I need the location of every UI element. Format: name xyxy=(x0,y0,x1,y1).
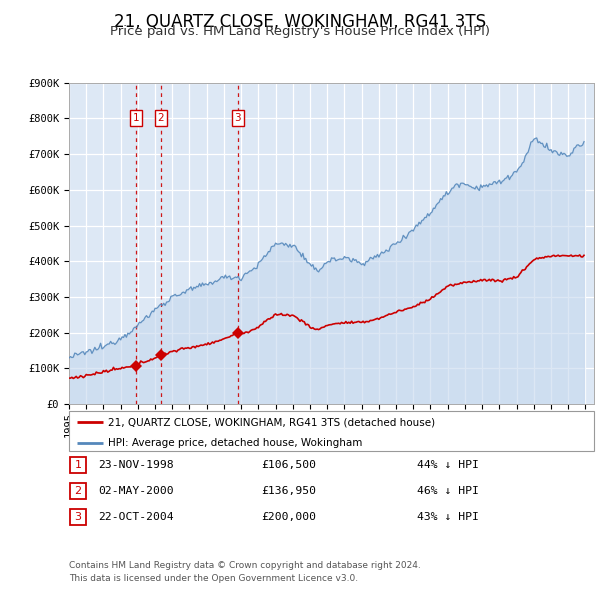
FancyBboxPatch shape xyxy=(70,509,86,525)
Text: Contains HM Land Registry data © Crown copyright and database right 2024.
This d: Contains HM Land Registry data © Crown c… xyxy=(69,562,421,583)
Text: 1: 1 xyxy=(133,113,139,123)
Text: 3: 3 xyxy=(235,113,241,123)
Text: HPI: Average price, detached house, Wokingham: HPI: Average price, detached house, Woki… xyxy=(109,438,363,448)
Text: 2: 2 xyxy=(158,113,164,123)
Text: 02-MAY-2000: 02-MAY-2000 xyxy=(98,486,173,496)
Text: 46% ↓ HPI: 46% ↓ HPI xyxy=(417,486,479,496)
Text: 2: 2 xyxy=(74,486,82,496)
Text: 44% ↓ HPI: 44% ↓ HPI xyxy=(417,460,479,470)
Text: 21, QUARTZ CLOSE, WOKINGHAM, RG41 3TS (detached house): 21, QUARTZ CLOSE, WOKINGHAM, RG41 3TS (d… xyxy=(109,418,436,428)
Text: 3: 3 xyxy=(74,512,82,522)
Text: 1: 1 xyxy=(74,460,82,470)
Text: 21, QUARTZ CLOSE, WOKINGHAM, RG41 3TS: 21, QUARTZ CLOSE, WOKINGHAM, RG41 3TS xyxy=(114,13,486,31)
FancyBboxPatch shape xyxy=(70,483,86,499)
Text: £136,950: £136,950 xyxy=(261,486,316,496)
Text: 22-OCT-2004: 22-OCT-2004 xyxy=(98,512,173,522)
Text: 23-NOV-1998: 23-NOV-1998 xyxy=(98,460,173,470)
FancyBboxPatch shape xyxy=(69,411,594,451)
Text: £106,500: £106,500 xyxy=(261,460,316,470)
Text: 43% ↓ HPI: 43% ↓ HPI xyxy=(417,512,479,522)
FancyBboxPatch shape xyxy=(70,457,86,473)
Text: £200,000: £200,000 xyxy=(261,512,316,522)
Text: Price paid vs. HM Land Registry's House Price Index (HPI): Price paid vs. HM Land Registry's House … xyxy=(110,25,490,38)
